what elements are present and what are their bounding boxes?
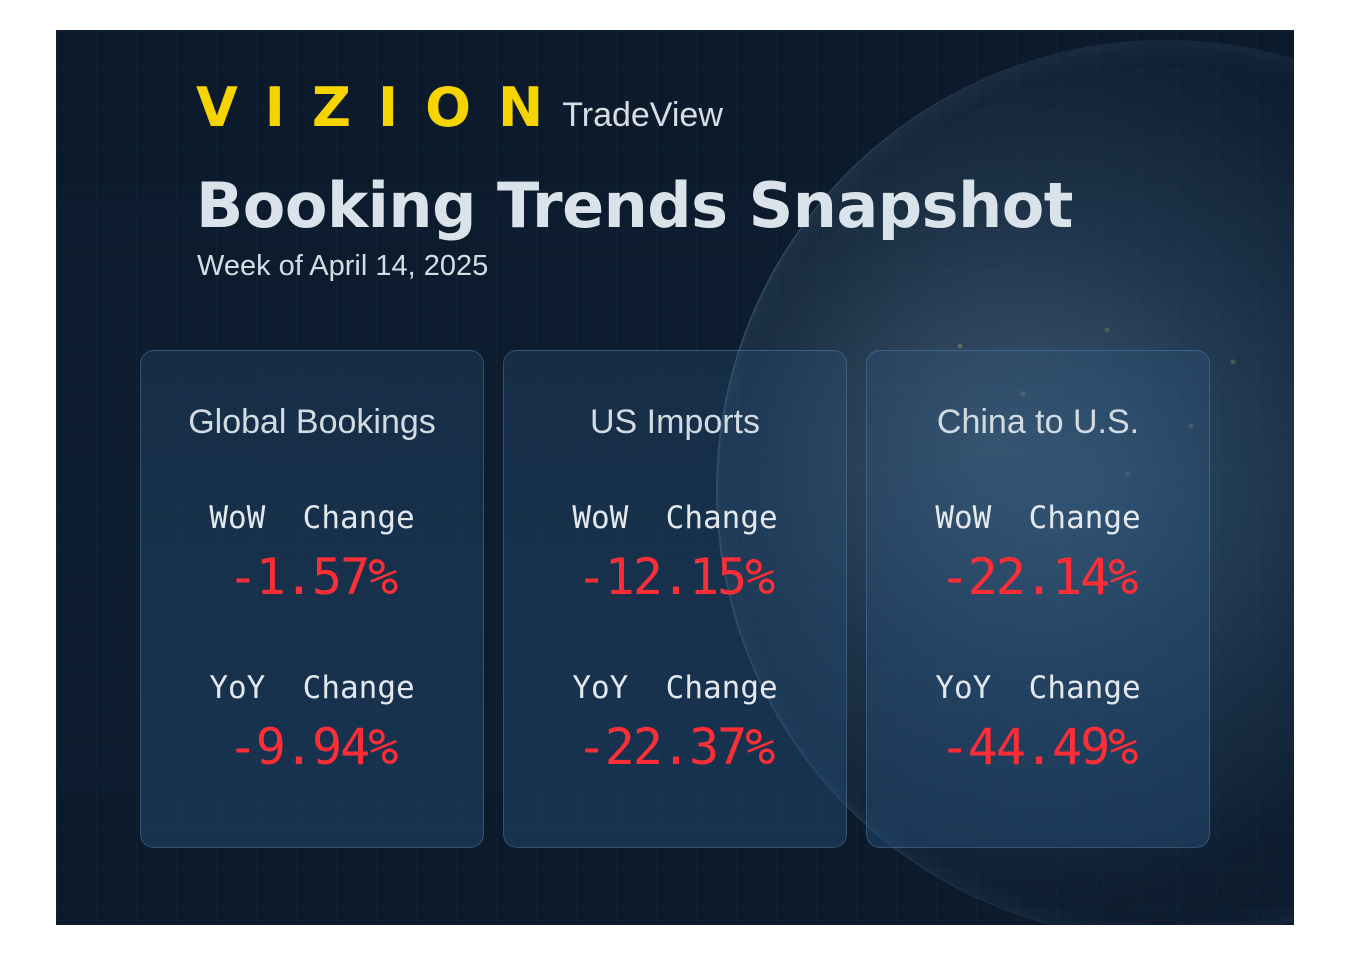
wow-change-label: WoW Change bbox=[572, 500, 778, 536]
wow-change-value: -1.57% bbox=[227, 548, 399, 606]
brand-logo: VIZION TradeView bbox=[196, 78, 723, 145]
earth-rim bbox=[716, 40, 1294, 925]
tradeview-product-name: TradeView bbox=[562, 96, 723, 134]
yoy-change-value: -22.37% bbox=[576, 718, 776, 776]
page-subtitle: Week of April 14, 2025 bbox=[197, 250, 489, 282]
wow-change-label: WoW Change bbox=[209, 500, 415, 536]
yoy-change-value: -44.49% bbox=[939, 718, 1139, 776]
page-title: Booking Trends Snapshot bbox=[196, 169, 1073, 242]
yoy-change-value: -9.94% bbox=[227, 718, 399, 776]
snapshot-graphic: VIZION TradeView Booking Trends Snapshot… bbox=[56, 30, 1294, 925]
card-global-bookings: Global Bookings WoW Change -1.57% YoY Ch… bbox=[140, 350, 484, 848]
card-title: China to U.S. bbox=[936, 403, 1140, 441]
wow-change-label: WoW Change bbox=[935, 500, 1141, 536]
wow-change-value: -22.14% bbox=[939, 548, 1139, 606]
yoy-change-label: YoY Change bbox=[572, 670, 778, 706]
card-us-imports: US Imports WoW Change -12.15% YoY Change… bbox=[503, 350, 847, 848]
city-lights bbox=[876, 250, 1294, 570]
yoy-change-label: YoY Change bbox=[935, 670, 1141, 706]
vizion-logo-text: VIZION bbox=[196, 76, 571, 139]
yoy-change-label: YoY Change bbox=[209, 670, 415, 706]
wow-change-value: -12.15% bbox=[576, 548, 776, 606]
card-title: US Imports bbox=[589, 403, 761, 441]
card-china-to-us: China to U.S. WoW Change -22.14% YoY Cha… bbox=[866, 350, 1210, 848]
card-title: Global Bookings bbox=[188, 403, 436, 441]
